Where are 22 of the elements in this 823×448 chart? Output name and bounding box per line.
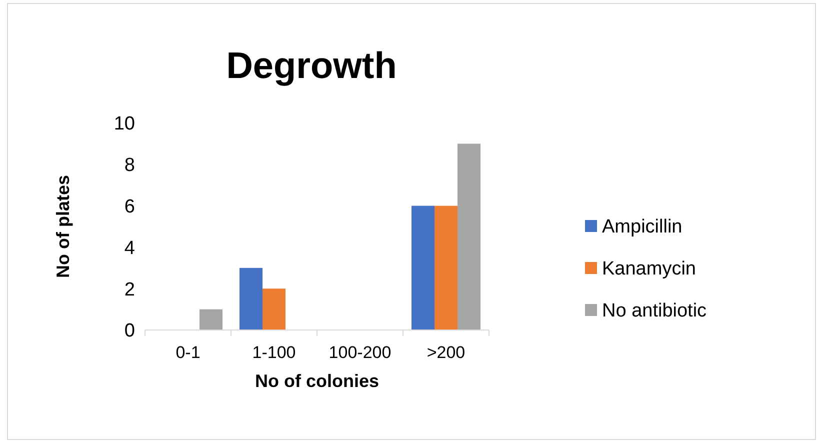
bar [200,309,222,330]
x-axis-title: No of colonies [254,371,380,391]
y-tick-label: 2 [124,279,135,300]
bar [240,268,262,330]
bar [434,206,458,330]
legend-label: Ampicillin [602,216,682,238]
legend-label: Kanamycin [602,258,696,280]
x-tick-label: 0-1 [176,343,200,362]
bar [412,206,434,330]
chart-title: Degrowth [226,45,397,86]
x-tick-label: 1-100 [252,343,296,362]
x-tick-label: >200 [426,343,466,362]
bar [458,144,480,330]
y-tick-label: 4 [124,238,136,259]
legend-label: No antibiotic [602,300,707,322]
y-tick-label: 8 [124,155,135,176]
y-tick-label: 10 [114,114,135,135]
bar [262,288,286,330]
y-tick-label: 6 [124,196,135,218]
y-tick-label: 0 [124,320,135,342]
x-tick-label: 100-200 [328,343,392,362]
y-axis-title: No of plates [53,174,73,278]
